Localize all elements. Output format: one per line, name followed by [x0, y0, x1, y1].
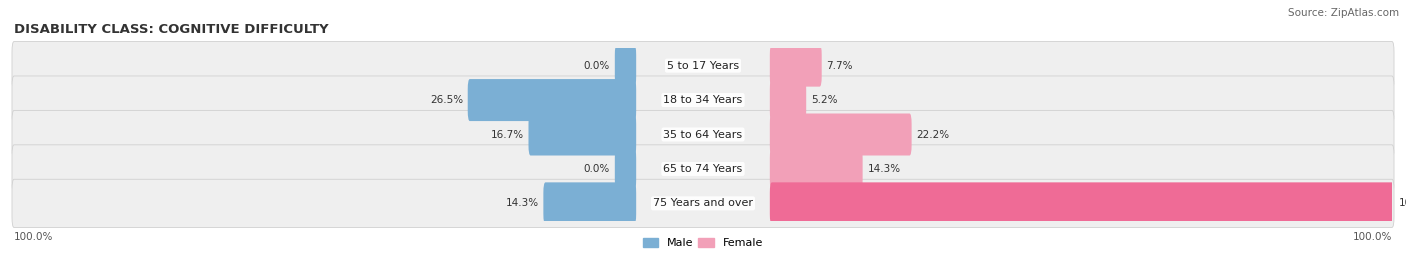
- FancyBboxPatch shape: [13, 179, 1393, 228]
- FancyBboxPatch shape: [13, 76, 1393, 124]
- Text: 5 to 17 Years: 5 to 17 Years: [666, 61, 740, 71]
- FancyBboxPatch shape: [13, 41, 1393, 90]
- Text: Source: ZipAtlas.com: Source: ZipAtlas.com: [1288, 8, 1399, 18]
- Text: 14.3%: 14.3%: [868, 164, 901, 174]
- Text: 16.7%: 16.7%: [491, 129, 523, 140]
- Text: DISABILITY CLASS: COGNITIVE DIFFICULTY: DISABILITY CLASS: COGNITIVE DIFFICULTY: [14, 23, 329, 36]
- FancyBboxPatch shape: [468, 79, 636, 121]
- Text: 75 Years and over: 75 Years and over: [652, 198, 754, 208]
- Text: 0.0%: 0.0%: [583, 164, 610, 174]
- Text: 22.2%: 22.2%: [917, 129, 949, 140]
- FancyBboxPatch shape: [770, 182, 1393, 224]
- FancyBboxPatch shape: [529, 114, 636, 155]
- Text: 26.5%: 26.5%: [430, 95, 463, 105]
- Text: 0.0%: 0.0%: [583, 61, 610, 71]
- Text: 100.0%: 100.0%: [1399, 198, 1406, 208]
- Text: 100.0%: 100.0%: [14, 232, 53, 242]
- FancyBboxPatch shape: [13, 110, 1393, 159]
- Text: 35 to 64 Years: 35 to 64 Years: [664, 129, 742, 140]
- FancyBboxPatch shape: [770, 114, 911, 155]
- Text: 18 to 34 Years: 18 to 34 Years: [664, 95, 742, 105]
- Legend: Male, Female: Male, Female: [638, 233, 768, 253]
- FancyBboxPatch shape: [614, 148, 636, 190]
- Text: 14.3%: 14.3%: [505, 198, 538, 208]
- Text: 7.7%: 7.7%: [827, 61, 853, 71]
- Text: 100.0%: 100.0%: [1353, 232, 1392, 242]
- Text: 5.2%: 5.2%: [811, 95, 838, 105]
- FancyBboxPatch shape: [614, 45, 636, 87]
- Text: 65 to 74 Years: 65 to 74 Years: [664, 164, 742, 174]
- FancyBboxPatch shape: [543, 182, 636, 224]
- FancyBboxPatch shape: [770, 148, 863, 190]
- FancyBboxPatch shape: [13, 145, 1393, 193]
- FancyBboxPatch shape: [770, 79, 806, 121]
- FancyBboxPatch shape: [770, 45, 821, 87]
